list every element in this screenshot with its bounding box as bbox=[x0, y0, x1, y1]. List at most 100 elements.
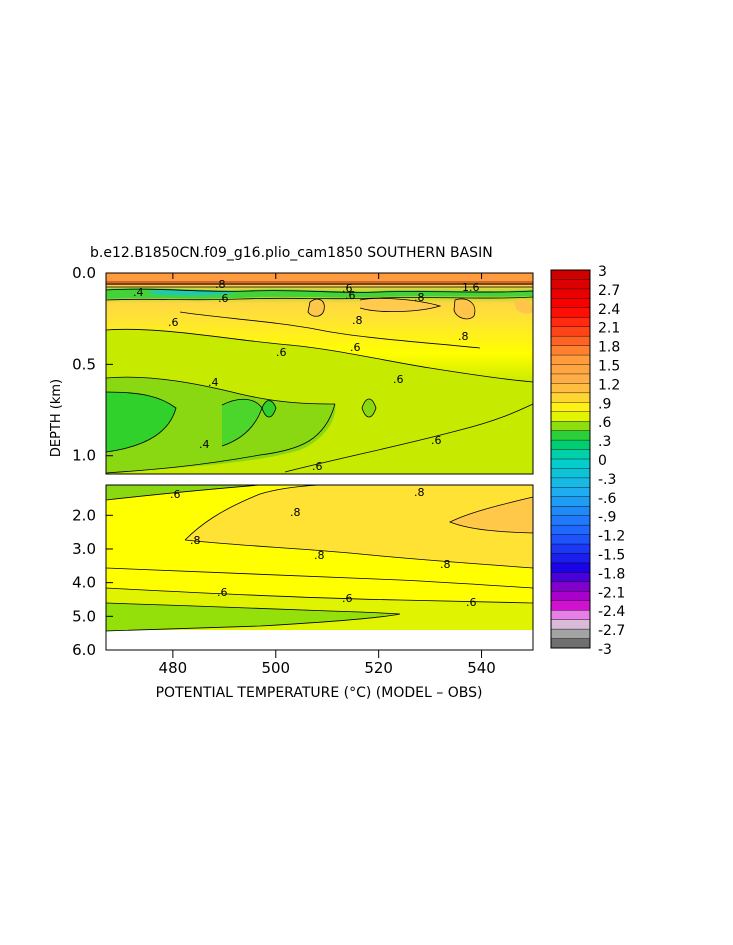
colorbar-swatch bbox=[550, 354, 591, 365]
lower-region-08 bbox=[185, 485, 533, 568]
colorbar-swatch bbox=[550, 326, 591, 337]
colorbar-label: 1.5 bbox=[598, 359, 620, 375]
y-axis-upper: 0.0 0.5 1.0 bbox=[72, 264, 113, 465]
y-tick-label: 1.0 bbox=[72, 447, 96, 465]
colorbar-swatch bbox=[550, 477, 591, 488]
contour-label: .4 bbox=[133, 286, 144, 299]
contour-label: .8 bbox=[215, 278, 226, 291]
lower-panel: .6 .8 .8 .8 .8 .8 .6 .6 .6 bbox=[105, 484, 534, 651]
lower-green-top bbox=[106, 485, 260, 500]
colorbar-swatch bbox=[550, 534, 591, 545]
colorbar-label: -2.1 bbox=[598, 585, 625, 601]
contour-label: .8 bbox=[440, 558, 451, 571]
y-tick-label: 5.0 bbox=[72, 607, 96, 625]
colorbar-swatch bbox=[550, 345, 591, 356]
colorbar-label: -3 bbox=[598, 642, 612, 658]
contour-label: .6 bbox=[393, 373, 404, 386]
colorbar-label: 0 bbox=[598, 453, 607, 469]
colorbar-swatch bbox=[550, 619, 591, 630]
contour-label: 1.6 bbox=[462, 281, 480, 294]
colorbar-swatch bbox=[550, 421, 591, 432]
colorbar-swatch bbox=[550, 402, 591, 413]
colorbar-label: 2.4 bbox=[598, 302, 620, 318]
colorbar-swatch bbox=[550, 610, 591, 621]
colorbar-label: -.9 bbox=[598, 510, 616, 526]
colorbar-label: -2.7 bbox=[598, 623, 625, 639]
contour-label: .8 bbox=[414, 291, 425, 304]
colorbar-swatch bbox=[550, 383, 591, 394]
colorbar-swatch bbox=[550, 553, 591, 564]
y-tick-label: 6.0 bbox=[72, 641, 96, 659]
x-tick-label: 480 bbox=[159, 659, 188, 677]
lower-contour-labels: .6 .8 .8 .8 .8 .8 .6 .6 .6 bbox=[170, 486, 477, 609]
colorbar bbox=[550, 269, 591, 649]
x-tick-label: 500 bbox=[261, 659, 290, 677]
colorbar-swatch bbox=[550, 638, 591, 649]
colorbar-swatch bbox=[550, 269, 591, 280]
contour-label: .8 bbox=[190, 534, 201, 547]
colorbar-swatch bbox=[550, 430, 591, 441]
lower-panel-frame bbox=[105, 484, 534, 651]
colorbar-swatch bbox=[550, 288, 591, 299]
colorbar-swatch bbox=[550, 487, 591, 498]
colorbar-label: 3 bbox=[598, 264, 607, 280]
colorbar-label: .9 bbox=[598, 396, 611, 412]
colorbar-swatch bbox=[550, 515, 591, 526]
contour-label: .6 bbox=[345, 289, 356, 302]
y-tick-label: 0.5 bbox=[72, 355, 96, 373]
contour-label: .6 bbox=[342, 282, 353, 295]
colorbar-label: 2.7 bbox=[598, 283, 620, 299]
contour-label: .8 bbox=[314, 549, 325, 562]
contour-label: .8 bbox=[352, 314, 363, 327]
upper-contour-labels: .8 .6 .4 .6 .6 .8 1.6 .8 .8 .6 .6 .6 .4 … bbox=[133, 278, 480, 473]
x-axis-label: POTENTIAL TEMPERATURE (°C) (MODEL – OBS) bbox=[156, 685, 483, 701]
contour-label: .8 bbox=[290, 506, 301, 519]
colorbar-label: -1.8 bbox=[598, 566, 625, 582]
colorbar-swatch bbox=[550, 628, 591, 640]
contour-label: .6 bbox=[350, 341, 361, 354]
colorbar-swatch bbox=[550, 591, 591, 602]
y-tick-label: 2.0 bbox=[72, 506, 96, 524]
colorbar-label: -.6 bbox=[598, 491, 617, 507]
colorbar-swatch bbox=[550, 279, 591, 290]
colorbar-swatch bbox=[550, 572, 591, 583]
colorbar-swatch bbox=[550, 468, 591, 479]
colorbar-frame bbox=[550, 269, 591, 649]
contour-label: .8 bbox=[414, 486, 425, 499]
contour-label: .8 bbox=[458, 330, 469, 343]
chart-title: b.e12.B1850CN.f09_g16.plio_cam1850 SOUTH… bbox=[90, 245, 493, 261]
contour-label: .6 bbox=[276, 346, 287, 359]
colorbar-swatch bbox=[550, 317, 591, 328]
colorbar-swatch bbox=[550, 600, 591, 611]
colorbar-swatch bbox=[550, 458, 591, 469]
contour-label: .6 bbox=[218, 292, 229, 305]
colorbar-swatch bbox=[550, 307, 591, 318]
contour-label: .6 bbox=[431, 434, 442, 447]
surface-band bbox=[106, 273, 533, 284]
colorbar-label: 2.1 bbox=[598, 321, 620, 337]
y-axis-lower: 2.0 3.0 4.0 5.0 6.0 bbox=[72, 506, 113, 659]
colorbar-label: -1.5 bbox=[598, 548, 625, 564]
upper-contour-lines bbox=[106, 283, 533, 474]
contour-core bbox=[106, 392, 176, 452]
x-tick-label: 520 bbox=[364, 659, 393, 677]
colorbar-swatch bbox=[550, 364, 591, 375]
contour-label: .6 bbox=[168, 316, 179, 329]
contour-label: .6 bbox=[217, 586, 228, 599]
colorbar-swatch bbox=[550, 506, 591, 517]
y-axis-label: DEPTH (km) bbox=[49, 379, 64, 457]
colorbar-labels: 3 2.7 2.4 2.1 1.8 1.5 1.2 .9 .6 .3 0 -.3 -.6 -.9 -1.2 -… bbox=[598, 264, 625, 658]
y-tick-label: 4.0 bbox=[72, 574, 96, 592]
contour-label: .4 bbox=[199, 438, 210, 451]
colorbar-label: -2.4 bbox=[598, 604, 625, 620]
colorbar-label: -1.2 bbox=[598, 529, 625, 545]
contour-core-2 bbox=[222, 399, 262, 446]
colorbar-swatch bbox=[550, 524, 591, 536]
colorbar-swatch bbox=[550, 373, 591, 384]
colorbar-swatch bbox=[550, 581, 591, 592]
contour-label: .6 bbox=[170, 488, 181, 501]
colorbar-label: .6 bbox=[598, 415, 611, 431]
colorbar-swatch bbox=[550, 392, 591, 403]
colorbar-label: .3 bbox=[598, 434, 611, 450]
